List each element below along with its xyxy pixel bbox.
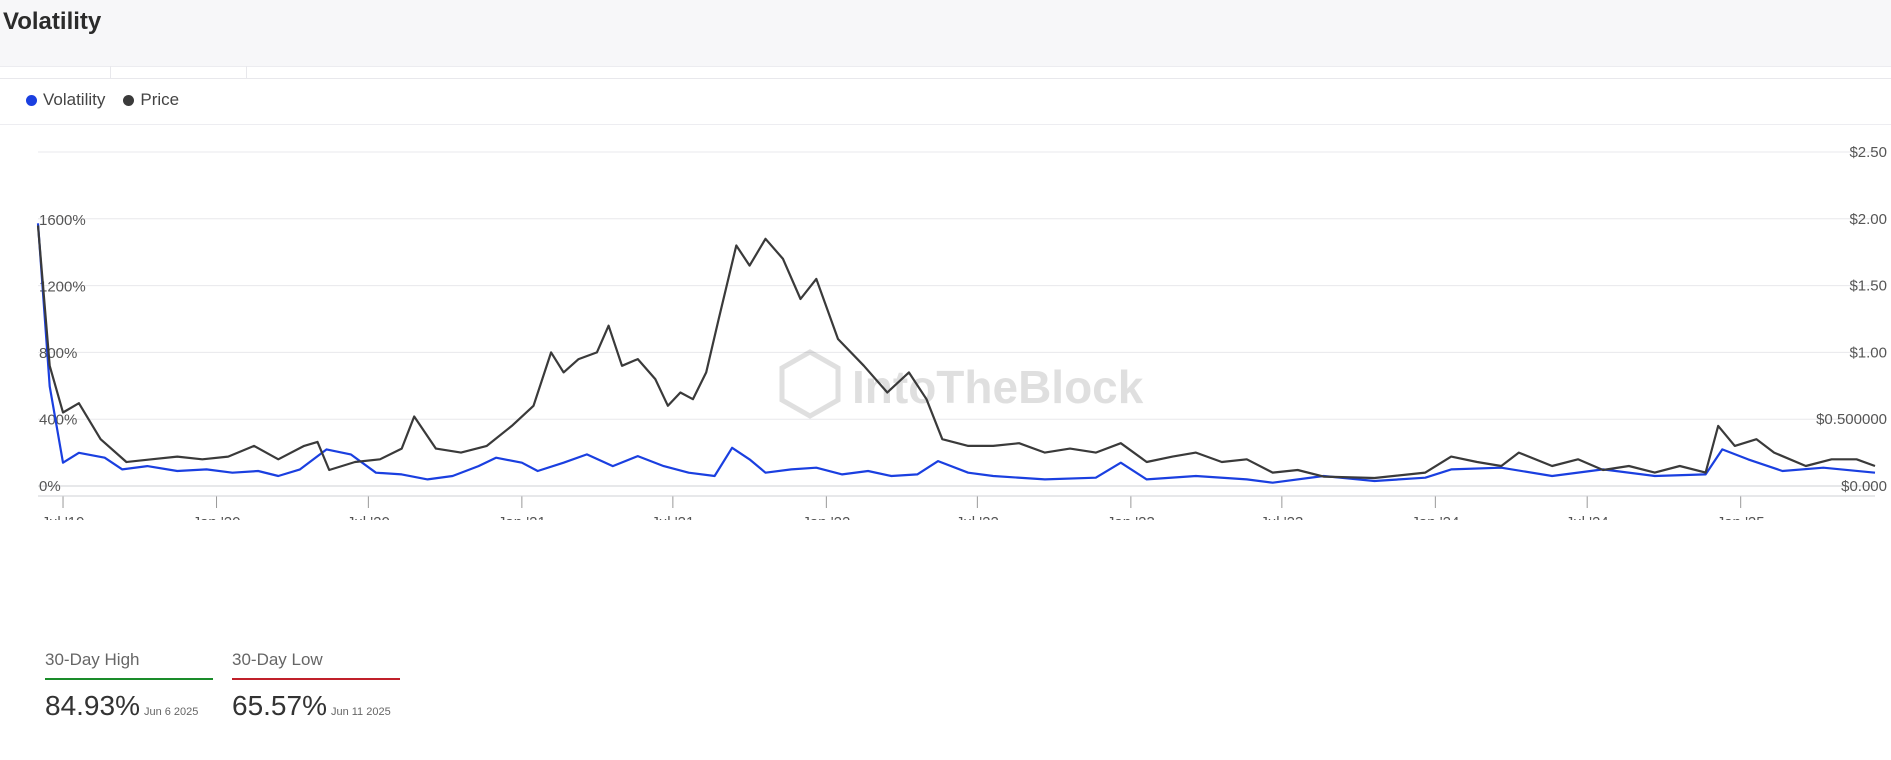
volatility-dot-icon: [26, 94, 37, 106]
y-right-tick-label: $2.00: [1849, 211, 1887, 228]
y-right-tick-label: $1.00: [1849, 344, 1887, 361]
legend-item-price[interactable]: Price: [123, 90, 179, 110]
stat-value: 84.93%: [45, 690, 140, 721]
stat-value-row: 65.57% Jun 11 2025: [232, 690, 400, 722]
stat-30-day-high: 30-Day High 84.93% Jun 6 2025: [45, 650, 213, 722]
page-header: Volatility: [0, 0, 1891, 67]
series-line-volatility[interactable]: [36, 223, 1876, 484]
y-right-tick-label: $2.50: [1849, 144, 1887, 161]
y-right-tick-label: $1.50: [1849, 278, 1887, 295]
x-tick-label: Jan '22: [802, 514, 850, 520]
y-right-tick-label: $0.500000: [1816, 411, 1887, 428]
x-tick-label: Jul '20: [347, 514, 390, 520]
page-title: Volatility: [3, 8, 102, 35]
legend-divider: [0, 124, 1891, 125]
tab-stub[interactable]: [0, 66, 111, 78]
stat-value: 65.57%: [232, 690, 327, 721]
volatility-chart[interactable]: $0.000 $0.500000 $1.00 $1.50 $2.00 $2.50 0% 400…: [0, 0, 1891, 520]
stat-label: 30-Day High: [45, 650, 140, 669]
y-left-tick-label: 1600%: [39, 212, 86, 229]
x-tick-label: Jan '23: [1107, 514, 1155, 520]
x-tick-label: Jul '24: [1566, 514, 1609, 520]
watermark-logo: IntoTheBlock: [779, 349, 1144, 419]
y-left-tick-label: 1200%: [39, 279, 86, 296]
x-tick-label: Jan '24: [1411, 514, 1459, 520]
x-tick-label: Jan '25: [1717, 514, 1765, 520]
stat-underline: [232, 678, 400, 680]
tab-stub[interactable]: [110, 66, 247, 78]
y-left-tick-label: 800%: [39, 345, 77, 362]
chart-legend: Volatility Price: [26, 90, 179, 110]
x-tick-label: Jan '21: [498, 514, 546, 520]
y-right-tick-label: $0.000: [1841, 478, 1887, 495]
x-tick-label: Jul '23: [1260, 514, 1303, 520]
legend-item-volatility[interactable]: Volatility: [26, 90, 105, 110]
stat-value-row: 84.93% Jun 6 2025: [45, 690, 213, 722]
stat-underline: [45, 678, 213, 680]
stat-label: 30-Day Low: [232, 650, 323, 669]
stat-date: Jun 11 2025: [330, 706, 391, 718]
tab-strip: [0, 66, 1891, 79]
legend-label-price: Price: [140, 90, 180, 109]
y-left-tick-label: 0%: [39, 478, 61, 495]
watermark-text: IntoTheBlock: [852, 361, 1144, 413]
watermark-hexagon-icon: [779, 349, 841, 419]
y-left-tick-label: 400%: [39, 412, 77, 429]
series-line-price[interactable]: [36, 225, 1876, 480]
legend-label-volatility: Volatility: [43, 90, 106, 109]
x-tick-label: Jan '20: [193, 514, 241, 520]
x-tick-label: Jul '19: [42, 514, 85, 520]
x-tick-label: Jul '22: [956, 514, 999, 520]
price-dot-icon: [123, 94, 135, 106]
stat-30-day-low: 30-Day Low 65.57% Jun 11 2025: [232, 650, 400, 722]
x-tick-label: Jul '21: [651, 514, 694, 520]
stat-date: Jun 6 2025: [143, 706, 199, 718]
